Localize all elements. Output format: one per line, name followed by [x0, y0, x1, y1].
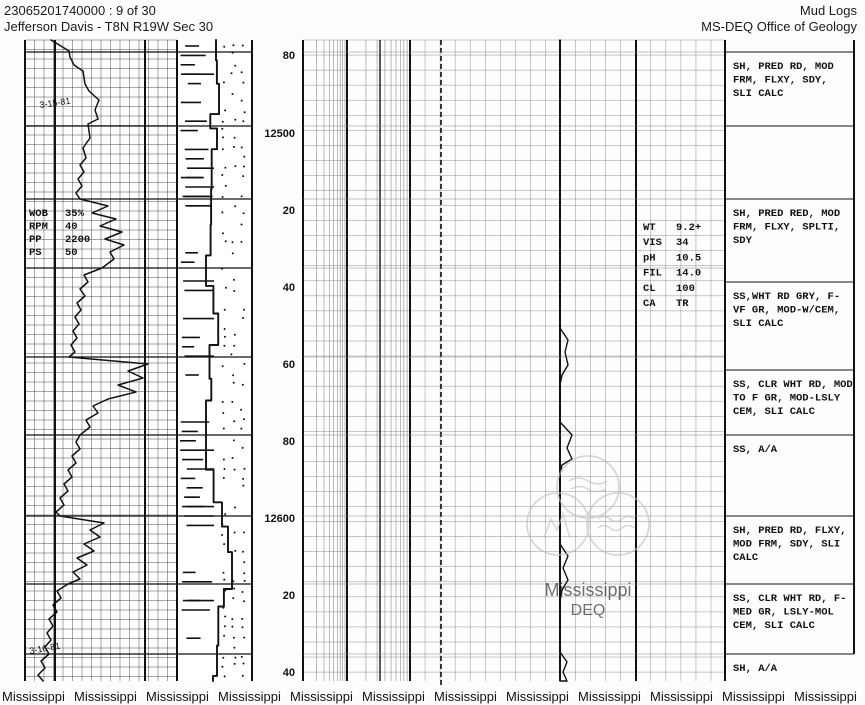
svg-text:SLI CALC: SLI CALC [733, 318, 784, 330]
svg-text:SS, CLR WHT RD, F-: SS, CLR WHT RD, F- [733, 593, 846, 605]
svg-text:60: 60 [283, 359, 295, 371]
svg-text:MED GR, LSLY-MOL: MED GR, LSLY-MOL [733, 607, 834, 619]
svg-text:SS,WHT RD GRY, F-: SS,WHT RD GRY, F- [733, 291, 840, 303]
svg-text:CL: CL [643, 283, 656, 295]
svg-text:pH: pH [643, 252, 656, 264]
svg-text:CEM, SLI CALC: CEM, SLI CALC [733, 406, 816, 418]
svg-text:20: 20 [283, 205, 295, 217]
svg-text:Mississippi: Mississippi [794, 689, 857, 704]
svg-text:CEM, SLI CALC: CEM, SLI CALC [733, 620, 816, 632]
svg-text:PS: PS [29, 247, 42, 259]
svg-text:SDY: SDY [733, 235, 753, 247]
svg-text:VF GR, MOD-W/CEM,: VF GR, MOD-W/CEM, [733, 305, 840, 317]
svg-text:9.2+: 9.2+ [676, 222, 701, 234]
svg-text:12500: 12500 [264, 128, 295, 140]
svg-text:Mississippi: Mississippi [544, 580, 631, 600]
svg-text:CA: CA [643, 298, 656, 310]
svg-text:80: 80 [283, 436, 295, 448]
svg-text:10.5: 10.5 [676, 252, 701, 264]
svg-text:FRM, FLXY, SDY,: FRM, FLXY, SDY, [733, 75, 828, 87]
svg-text:Mississippi: Mississippi [434, 689, 497, 704]
svg-text:WOB: WOB [29, 208, 49, 220]
svg-text:CALC: CALC [733, 552, 759, 564]
svg-text:2200: 2200 [65, 234, 90, 246]
svg-text:Mississippi: Mississippi [146, 689, 209, 704]
svg-text:100: 100 [676, 283, 695, 295]
svg-text:40: 40 [283, 667, 295, 679]
svg-text:SH, PRED RD, MOD: SH, PRED RD, MOD [733, 61, 834, 73]
svg-text:Mississippi: Mississippi [218, 689, 281, 704]
svg-text:12600: 12600 [264, 513, 295, 525]
svg-text:34: 34 [676, 237, 689, 249]
svg-text:SLI CALC: SLI CALC [733, 88, 784, 100]
svg-text:SS, A/A: SS, A/A [733, 444, 778, 456]
svg-text:Mississippi: Mississippi [578, 689, 641, 704]
svg-text:3-15-81: 3-15-81 [39, 96, 71, 110]
svg-text:PP: PP [29, 234, 42, 246]
svg-text:SH, A/A: SH, A/A [733, 663, 778, 675]
svg-text:35%: 35% [65, 208, 85, 220]
svg-text:Mississippi: Mississippi [290, 689, 353, 704]
svg-text:50: 50 [65, 247, 78, 259]
svg-text:FRM, FLXY, SPLTI,: FRM, FLXY, SPLTI, [733, 222, 840, 234]
svg-text:40: 40 [283, 282, 295, 294]
svg-text:14.0: 14.0 [676, 268, 701, 280]
svg-text:SH, PRED RED, MOD: SH, PRED RED, MOD [733, 208, 840, 220]
svg-text:FIL: FIL [643, 268, 662, 280]
svg-text:20: 20 [283, 590, 295, 602]
svg-text:Mississippi: Mississippi [722, 689, 785, 704]
svg-text:DEQ: DEQ [571, 602, 606, 619]
svg-text:Mississippi: Mississippi [506, 689, 569, 704]
svg-text:SH, PRED RD, FLXY,: SH, PRED RD, FLXY, [733, 525, 846, 537]
svg-text:SS, CLR WHT RD, MOD: SS, CLR WHT RD, MOD [733, 379, 853, 391]
svg-text:WT: WT [643, 222, 656, 234]
svg-text:VIS: VIS [643, 237, 662, 249]
svg-text:Mississippi: Mississippi [74, 689, 137, 704]
svg-text:RPM: RPM [29, 221, 48, 233]
svg-text:TR: TR [676, 298, 689, 310]
svg-text:MOD FRM, SDY, SLI: MOD FRM, SDY, SLI [733, 539, 840, 551]
svg-text:Mississippi: Mississippi [650, 689, 713, 704]
svg-text:40: 40 [65, 221, 78, 233]
svg-text:80: 80 [283, 50, 295, 62]
svg-text:Mississippi: Mississippi [362, 689, 425, 704]
svg-text:TO F GR, MOD-LSLY: TO F GR, MOD-LSLY [733, 393, 841, 405]
svg-text:Mississippi: Mississippi [2, 689, 65, 704]
